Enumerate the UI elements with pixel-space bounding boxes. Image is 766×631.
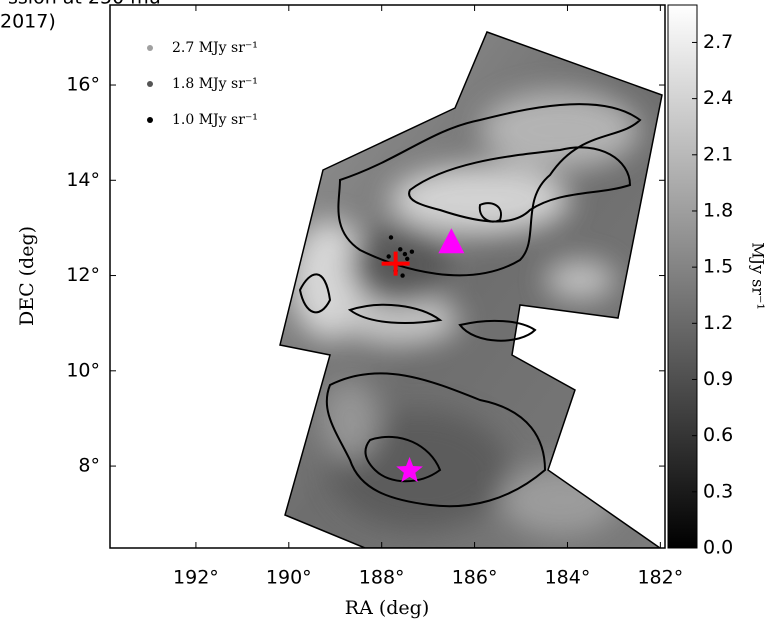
y-axis-label: DEC (deg) [16,226,38,326]
colorbar-tick-label: 1.2 [703,312,733,334]
source-point [405,256,410,262]
marker-star [396,456,423,483]
legend-label: 1.0 MJy sr⁻¹ [172,112,258,128]
legend-label: 1.8 MJy sr⁻¹ [172,76,258,92]
y-tick-label: 10° [66,359,100,381]
y-tick-label: 14° [66,169,100,191]
marker-triangle [438,228,465,254]
x-tick-label: 192° [173,567,219,589]
legend-marker [147,117,153,123]
legend: 2.7 MJy sr⁻¹ 1.8 MJy sr⁻¹ 1.0 MJy sr⁻¹ [147,40,258,128]
colorbar-label: MJy sr⁻¹ [749,242,766,310]
title-line: 2017) [0,11,56,33]
title: ssion at 250 mu 2017) [0,0,161,33]
colorbar-tick-label: 0.9 [703,368,733,390]
x-tick-label: 184° [545,567,591,589]
source-point [388,235,394,240]
colorbar-tick-label: 2.1 [703,143,733,165]
map-image [279,31,663,548]
x-tick-label: 190° [266,567,312,589]
legend-marker [147,45,153,51]
y-tick-label: 12° [66,264,100,286]
x-axis-label: RA (deg) [345,597,429,619]
source-point [400,273,405,278]
colorbar-tick-label: 1.8 [703,199,733,221]
x-tick-label: 188° [359,567,405,589]
colorbar-tick-label: 0.0 [703,537,733,559]
x-tick-label: 182° [637,567,683,589]
colorbar-tick-label: 2.4 [703,87,733,109]
y-tick-label: 8° [78,455,100,477]
x-tick-label: 186° [452,567,498,589]
y-tick-label: 16° [66,74,100,96]
marker-plus [381,251,410,276]
legend-label: 2.7 MJy sr⁻¹ [172,40,258,56]
source-point [409,249,415,254]
colorbar [667,4,698,549]
source-point [398,247,403,252]
colorbar-tick-label: 1.5 [703,256,733,278]
plot-frame [109,4,666,549]
legend-marker [147,81,153,87]
source-point [402,251,408,257]
title-line: ssion at 250 mu [8,0,161,9]
source-point [386,254,391,259]
colorbar-tick-label: 0.6 [703,424,733,446]
colorbar-tick-label: 2.7 [703,31,733,53]
colorbar-tick-label: 0.3 [703,480,733,502]
